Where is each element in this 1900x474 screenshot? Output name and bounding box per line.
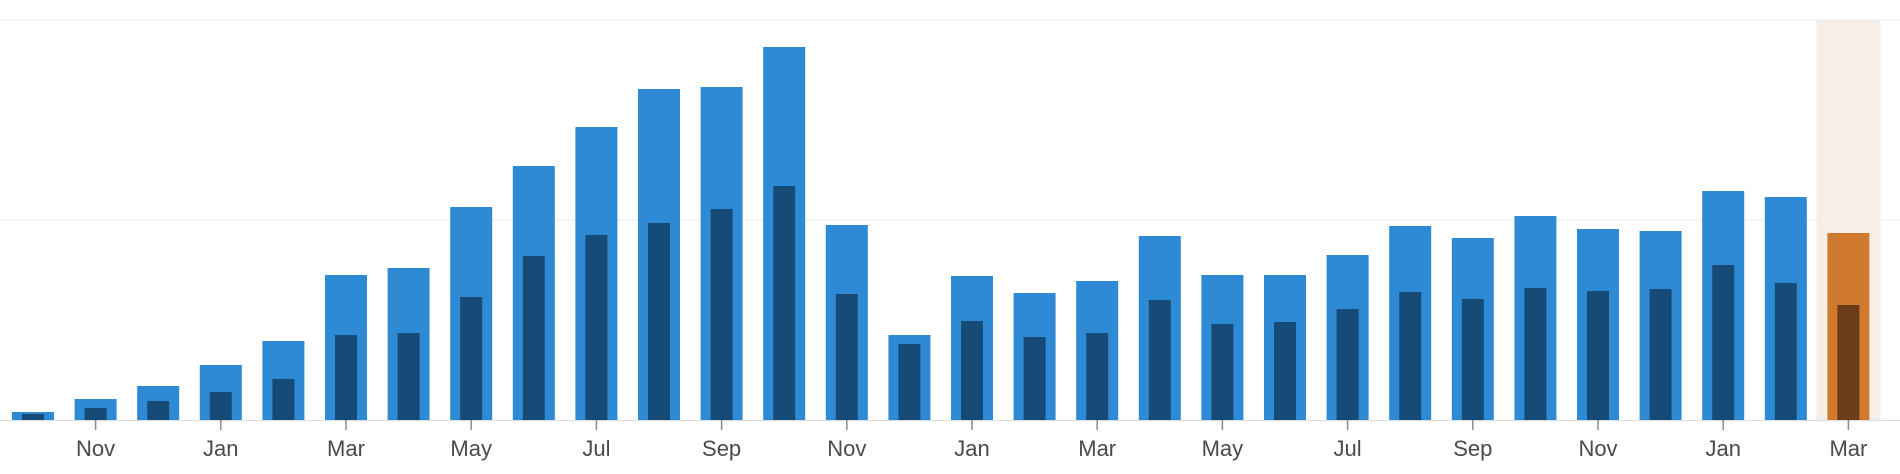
bar-subset (1023, 337, 1046, 420)
bar-subset (1524, 288, 1547, 420)
x-tick-label: Jul (582, 436, 610, 461)
bar-subset (1587, 291, 1609, 420)
x-tick-label: May (1202, 436, 1244, 461)
bar-subset (209, 392, 232, 420)
bar-subset (710, 209, 733, 420)
x-tick-label: Sep (702, 436, 741, 461)
x-tick-label: Nov (76, 436, 115, 461)
bar-subset (1399, 292, 1422, 420)
bar-subset (1837, 305, 1860, 420)
bar-subset (961, 321, 983, 420)
x-tick-label: Jan (203, 436, 238, 461)
bar-subset (773, 186, 796, 420)
bar-subset (585, 235, 608, 420)
x-tick-label: Jan (1705, 436, 1740, 461)
bar-subset (648, 223, 670, 420)
bar-subset (460, 297, 483, 420)
x-tick-label: Jul (1334, 436, 1362, 461)
x-tick-label: Jan (954, 436, 989, 461)
x-tick-label: Nov (827, 436, 866, 461)
bar-subset (1274, 322, 1296, 420)
x-tick-label: Nov (1578, 436, 1617, 461)
bar-subset (1086, 333, 1109, 420)
bar-subset (397, 333, 420, 420)
bar-subset (1774, 283, 1797, 420)
bar-subset (147, 401, 170, 420)
bar-subset (1649, 289, 1672, 420)
bar-subset (272, 379, 295, 420)
x-tick-label: Sep (1453, 436, 1492, 461)
bar-subset (1336, 309, 1359, 420)
x-tick-label: Mar (1078, 436, 1116, 461)
bar-subset (335, 335, 357, 420)
x-tick-label: Mar (1829, 436, 1867, 461)
x-tick-label: Mar (327, 436, 365, 461)
bar-subset (1148, 300, 1171, 420)
bar-subset (1461, 299, 1484, 420)
x-tick-label: May (450, 436, 492, 461)
bar-subset (1712, 265, 1735, 420)
bar-subset (835, 294, 858, 420)
bar-subset (84, 408, 107, 420)
bar-subset (522, 256, 545, 420)
bar-subset (22, 414, 44, 420)
bar-subset (1211, 324, 1234, 420)
bar-subset (898, 344, 921, 420)
